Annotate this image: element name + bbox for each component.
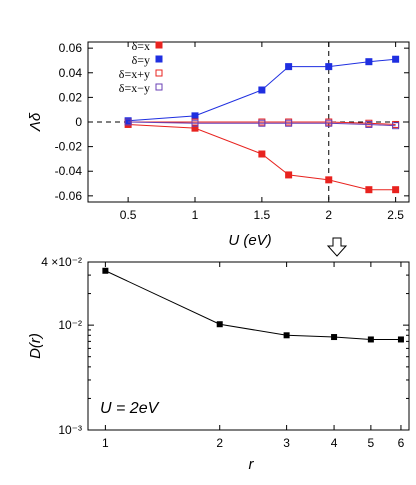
x-tick-label: 0.5 <box>120 208 137 222</box>
series-1-point <box>285 171 293 179</box>
series-2-point <box>392 55 400 63</box>
series-line-4 <box>128 121 396 127</box>
series-1-point <box>258 150 266 158</box>
x-tick-label: 2 <box>216 436 223 450</box>
y-tick-label: 4 ×10⁻² <box>41 255 82 269</box>
series-1-point <box>325 176 333 184</box>
y-tick-label: 10⁻² <box>58 318 82 332</box>
y-tick-label: -0.06 <box>55 189 83 203</box>
y-tick-label: -0.04 <box>55 164 83 178</box>
legend-marker-4 <box>155 83 163 91</box>
dr-series-point <box>283 332 290 339</box>
series-4-point <box>325 119 333 127</box>
series-4-point <box>285 119 293 127</box>
series-2-point <box>325 63 333 71</box>
x-tick-label: 5 <box>368 436 375 450</box>
top-y-axis-label: Λδ <box>27 112 44 132</box>
series-2-point <box>258 86 266 94</box>
top-plot-area: 0.5 1 1.5 2 2.5 0.06 0.04 0.02 0 -0.02 -0.04 -0.06 δ… <box>55 39 409 222</box>
x-tick-label: 1 <box>192 208 199 222</box>
y-tick-label: 0.04 <box>59 66 83 80</box>
bottom-x-axis-label: r <box>249 456 255 473</box>
series-1-point <box>365 186 373 194</box>
series-2-point <box>365 58 373 66</box>
dr-series-point <box>216 321 223 328</box>
legend-label-1: δ=x <box>132 39 150 53</box>
y-tick-label: 10⁻³ <box>58 423 82 437</box>
bottom-plot-area: 1 2 3 4 5 6 4 ×10⁻² 10⁻² 10⁻³ <box>41 255 409 450</box>
legend-marker-3 <box>155 69 163 77</box>
legend-label-4: δ=x−y <box>119 81 150 95</box>
bottom-annotation: U = 2eV <box>100 400 160 417</box>
y-tick-label: -0.02 <box>55 140 83 154</box>
x-tick-label: 1.5 <box>254 208 271 222</box>
top-x-axis-label: U (eV) <box>228 232 271 249</box>
dr-series-point <box>331 334 338 341</box>
x-tick-label: 2.5 <box>387 208 404 222</box>
y-tick-label: 0 <box>75 115 82 129</box>
legend-marker-2 <box>155 55 163 63</box>
series-4-point <box>365 120 373 128</box>
dr-series-point <box>367 336 374 343</box>
dr-series-line <box>105 270 401 340</box>
legend-label-3: δ=x+y <box>119 67 150 81</box>
x-tick-label: 3 <box>283 436 290 450</box>
dr-series-point <box>397 336 404 343</box>
down-arrow-icon <box>326 237 348 257</box>
x-tick-label: 2 <box>325 208 332 222</box>
dr-series-point <box>102 267 109 274</box>
legend-label-2: δ=y <box>132 53 150 67</box>
x-tick-label: 6 <box>398 436 405 450</box>
series-1-point <box>392 186 400 194</box>
bottom-y-axis-label: D(r) <box>27 333 44 359</box>
series-4-point <box>191 119 199 127</box>
series-line-3 <box>128 121 396 125</box>
x-tick-label: 1 <box>102 436 109 450</box>
series-2-point <box>285 63 293 71</box>
x-tick-label: 4 <box>331 436 338 450</box>
y-tick-label: 0.06 <box>59 41 83 55</box>
legend-marker-1 <box>155 41 163 49</box>
series-4-point <box>392 122 400 130</box>
series-4-point <box>124 118 132 126</box>
series-2-point <box>191 112 199 120</box>
y-tick-label: 0.02 <box>59 90 83 104</box>
bottom-plot-frame <box>87 261 410 431</box>
series-4-point <box>258 119 266 127</box>
